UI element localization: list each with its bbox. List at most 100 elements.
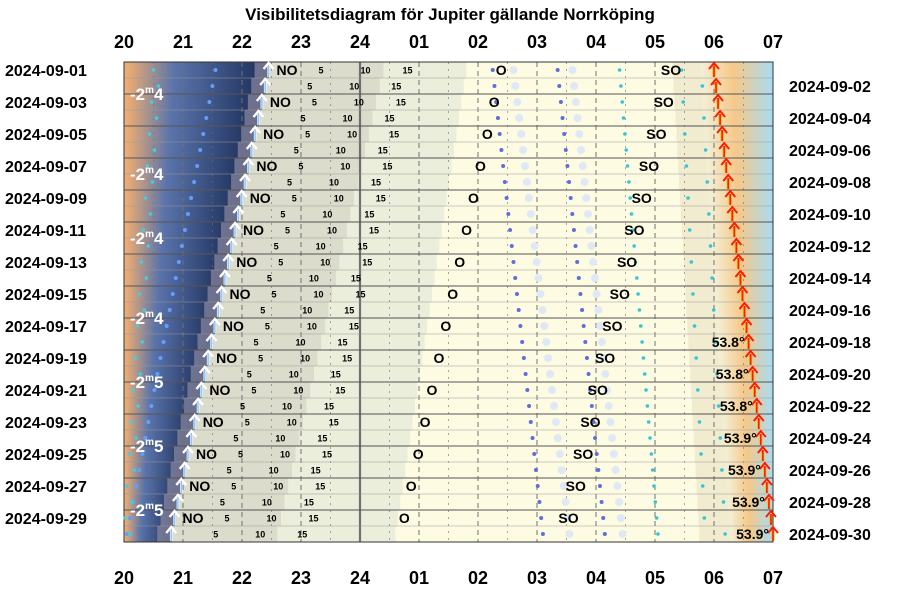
right-date-label: 2024-09-28 — [789, 495, 871, 512]
low-altitude-band — [171, 526, 278, 543]
direction-southeast-label: SO — [558, 510, 578, 526]
hour-tick-top: 04 — [586, 32, 606, 52]
direction-northeast-label: NO — [277, 62, 298, 78]
transit-arrow — [710, 77, 722, 93]
evening-sky-band — [124, 254, 229, 271]
hour-tick-top: 07 — [763, 32, 783, 52]
direction-northeast-label: NO — [256, 158, 277, 174]
transit-altitude-label: 53.8° — [712, 334, 745, 350]
altitude-mark: 5 — [305, 130, 310, 140]
twilight-dot — [213, 68, 218, 72]
direction-east-label: O — [489, 94, 500, 110]
morning-dot — [689, 260, 694, 264]
direction-east-label: O — [496, 62, 507, 78]
morning-dot — [515, 114, 524, 122]
transit-altitude-label: 53.9° — [732, 494, 765, 510]
morning-dot — [523, 372, 528, 376]
low-altitude-band — [261, 94, 377, 111]
evening-sky-band — [124, 158, 249, 175]
rise-arrow — [252, 109, 265, 125]
twilight-dot — [128, 516, 133, 520]
altitude-mark: 15 — [403, 66, 413, 76]
morning-dot — [705, 180, 710, 184]
altitude-mark: 10 — [295, 338, 305, 348]
altitude-mark: 15 — [389, 130, 399, 140]
morning-dot — [542, 338, 551, 346]
left-date-label: 2024-09-17 — [5, 319, 87, 336]
morning-dot — [597, 484, 602, 488]
morning-dot — [642, 372, 647, 376]
rise-arrow — [212, 301, 225, 317]
direction-east-label: O — [440, 318, 451, 334]
morning-dot — [540, 532, 545, 536]
morning-dot — [599, 500, 604, 504]
morning-dot — [700, 484, 705, 488]
left-date-label: 2024-09-09 — [5, 191, 87, 208]
low-altitude-band — [198, 398, 307, 415]
direction-southeast-label: SO — [580, 414, 600, 430]
magnitude-label: -2m5 — [130, 501, 164, 520]
morning-dot — [514, 292, 519, 296]
morning-dot — [585, 226, 594, 234]
direction-east-label: O — [461, 222, 472, 238]
altitude-mark: 15 — [396, 98, 406, 108]
morning-dot — [589, 404, 594, 408]
morning-dot — [638, 324, 643, 328]
altitude-mark: 15 — [349, 322, 359, 332]
rise-arrow — [178, 461, 191, 477]
left-date-label: 2024-09-05 — [5, 127, 87, 144]
twilight-dot — [143, 436, 148, 440]
twilight-dot — [210, 84, 215, 88]
morning-dot — [530, 436, 535, 440]
morning-dot — [538, 306, 547, 314]
dawn-sky-band — [725, 446, 773, 463]
dawn-sky-band — [710, 222, 773, 239]
morning-dot — [525, 388, 530, 392]
twilight-dot — [176, 260, 181, 264]
altitude-mark: 10 — [316, 242, 326, 252]
direction-southeast-label: SO — [588, 382, 608, 398]
morning-dot — [528, 420, 533, 424]
twilight-dot — [137, 468, 142, 472]
altitude-mark: 15 — [309, 514, 319, 524]
hour-tick-bottom: 07 — [763, 568, 783, 588]
low-altitude-band — [234, 222, 347, 239]
transit-arrow — [755, 429, 767, 445]
transit-arrow — [718, 141, 730, 157]
morning-dot — [517, 130, 526, 138]
mid-altitude-band — [350, 206, 445, 223]
morning-dot — [532, 258, 541, 266]
altitude-mark: 10 — [273, 482, 283, 492]
low-altitude-band — [208, 350, 318, 367]
twilight-dot — [130, 500, 134, 504]
dawn-sky-band — [718, 334, 773, 351]
twilight-dot — [204, 116, 209, 120]
morning-dot — [563, 514, 572, 522]
dawn-sky-band — [707, 174, 773, 191]
transit-arrow — [720, 157, 732, 173]
rise-arrow — [192, 397, 204, 413]
mid-altitude-band — [325, 318, 428, 335]
morning-dot — [692, 324, 697, 328]
hour-tick-top: 20 — [114, 32, 134, 52]
direction-northeast-label: NO — [243, 222, 264, 238]
low-altitude-band — [191, 430, 300, 447]
altitude-mark: 10 — [340, 162, 350, 172]
altitude-mark: 10 — [267, 514, 277, 524]
altitude-mark: 15 — [335, 386, 345, 396]
magnitude-label: -2m5 — [130, 437, 164, 456]
twilight-dot — [143, 196, 148, 200]
hour-tick-bottom: 04 — [586, 568, 606, 588]
right-date-label: 2024-09-04 — [789, 111, 871, 128]
transit-arrow — [750, 397, 763, 413]
morning-dot — [581, 324, 586, 328]
altitude-mark: 15 — [351, 274, 361, 284]
direction-southeast-label: SO — [661, 62, 681, 78]
evening-sky-band — [124, 414, 195, 431]
right-date-label: 2024-09-14 — [789, 271, 871, 288]
transit-arrow — [714, 109, 726, 125]
twilight-dot — [182, 228, 187, 232]
rise-arrow — [208, 317, 221, 333]
morning-dot — [495, 116, 500, 120]
altitude-mark: 10 — [342, 114, 352, 124]
